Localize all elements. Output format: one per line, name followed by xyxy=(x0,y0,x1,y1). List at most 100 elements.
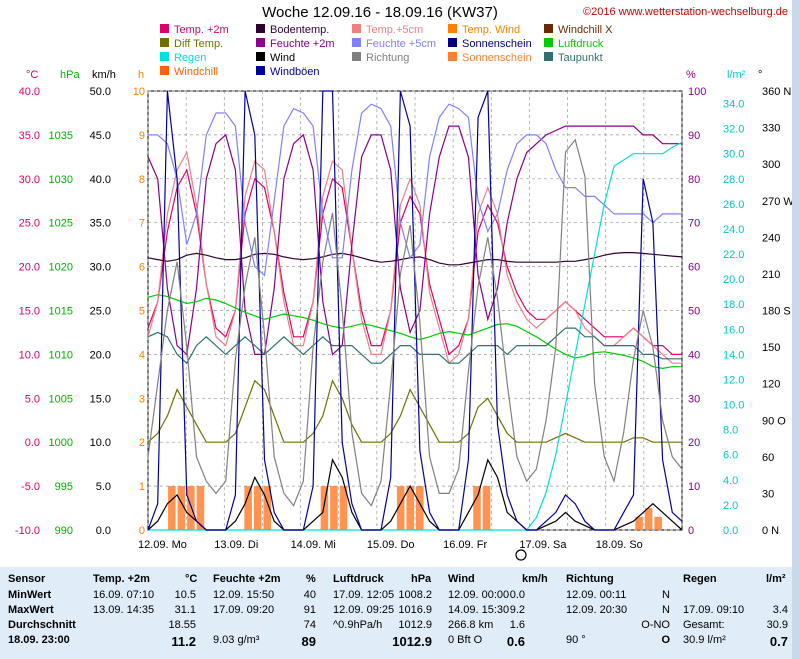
cell-temp_v: 18.55 xyxy=(168,619,196,631)
legend-swatch xyxy=(256,24,265,33)
header-pressure-unit: hPa xyxy=(411,573,432,585)
axis-tick-direction_deg: 240 xyxy=(762,232,780,244)
axis-tick-temp_c: 30.0 xyxy=(19,174,40,186)
axis-tick-direction_deg: 360 N xyxy=(762,86,791,98)
cell-wind_v: 0.6 xyxy=(506,634,525,649)
cell-hum_v: 40 xyxy=(303,589,316,601)
cell-wind: 266.8 km xyxy=(448,619,494,631)
cell-wind_v: 1.6 xyxy=(509,619,525,631)
legend-label: Diff Temp. xyxy=(174,38,223,50)
header-temp-unit: °C xyxy=(185,573,198,585)
axis-tick-rain_lm2: 30.0 xyxy=(723,149,744,161)
axis-tick-pressure_hpa: 1005 xyxy=(49,393,73,405)
axis-tick-wind_kmh: 15.0 xyxy=(90,393,111,405)
axis-tick-humidity_pct: 0 xyxy=(688,525,694,537)
axis-tick-direction_deg: 60 xyxy=(762,452,774,464)
header-temp: Temp. +2m xyxy=(93,573,150,585)
header-rain-unit: l/m² xyxy=(766,573,786,585)
cell-wind_v: 9.2 xyxy=(509,604,525,616)
sunshine-bar xyxy=(253,486,262,530)
axis-tick-wind_kmh: 10.0 xyxy=(90,437,111,449)
axis-tick-temp_c: 15.0 xyxy=(19,306,40,318)
legend-swatch xyxy=(256,38,265,47)
sunshine-bar xyxy=(473,486,481,530)
day-label: 18.09. So xyxy=(596,539,643,551)
legend-label: Temp.+5cm xyxy=(366,24,423,36)
axis-tick-direction_deg: 90 O xyxy=(762,415,786,427)
axis-tick-rain_lm2: 22.0 xyxy=(723,249,744,261)
axis-tick-temp_c: 0.0 xyxy=(25,437,40,449)
day-label: 12.09. Mo xyxy=(138,539,187,551)
day-label: 14.09. Mi xyxy=(291,539,336,551)
chart-title: Woche 12.09.16 - 18.09.16 (KW37) xyxy=(262,4,498,21)
series-line xyxy=(147,138,683,507)
cell-hum: 9.03 g/m³ xyxy=(213,634,260,646)
axis-tick-pressure_hpa: 1030 xyxy=(49,174,73,186)
header-rain: Regen xyxy=(683,573,717,585)
cell-wind_v: 0.0 xyxy=(509,589,525,601)
axis-tick-pressure_hpa: 990 xyxy=(55,525,73,537)
axis-tick-rain_lm2: 6.0 xyxy=(723,450,738,462)
legend-label: Wind xyxy=(270,52,295,64)
legend-label: Luftdruck xyxy=(558,38,604,50)
cell-dir_v: O xyxy=(661,634,670,646)
cell-dir_v: N xyxy=(662,604,670,616)
row-max: MaxWert 13.09. 14:35 31.1 17.09. 09:20 91 12.… xyxy=(0,604,792,619)
axis-tick-sun_h: 2 xyxy=(139,437,145,449)
axis-tick-humidity_pct: 90 xyxy=(688,130,700,142)
axis-unit-rain_lm2: l/m² xyxy=(727,69,746,81)
cell-temp_v: 31.1 xyxy=(174,604,196,616)
copyright: ©2016 www.wetterstation-wechselburg.de xyxy=(583,6,788,18)
axis-tick-wind_kmh: 5.0 xyxy=(96,481,111,493)
legend-label: Temp. +2m xyxy=(174,24,229,36)
cell-label: Durchschnitt xyxy=(8,619,76,631)
axis-tick-direction_deg: 0 N xyxy=(762,525,779,537)
cell-wind: 0 Bft O xyxy=(448,634,483,646)
legend-label: Sonnenschein xyxy=(462,38,532,50)
cell-press: ^0.9hPa/h xyxy=(333,619,383,631)
legend-label: Windchill X xyxy=(558,24,613,36)
axis-tick-humidity_pct: 100 xyxy=(688,86,706,98)
sunshine-bar xyxy=(187,486,195,530)
legend-swatch xyxy=(256,52,265,61)
legend-swatch xyxy=(160,24,169,33)
sunshine-bar xyxy=(330,486,338,530)
cell-wind: 12.09. 00:00 xyxy=(448,589,510,601)
axis-tick-wind_kmh: 25.0 xyxy=(90,306,111,318)
axis-tick-pressure_hpa: 1035 xyxy=(49,130,73,142)
cell-rain: Gesamt: xyxy=(683,619,725,631)
axis-tick-humidity_pct: 80 xyxy=(688,174,700,186)
row-avg: Durchschnitt 18.55 74 ^0.9hPa/h 1012.9 266.8 … xyxy=(0,619,792,634)
axis-tick-pressure_hpa: 1010 xyxy=(49,349,73,361)
header-wind-unit: km/h xyxy=(522,573,548,585)
sunshine-bar xyxy=(406,486,414,530)
axis-tick-pressure_hpa: 995 xyxy=(55,481,73,493)
axis-tick-rain_lm2: 32.0 xyxy=(723,124,744,136)
series-line xyxy=(147,252,683,266)
axis-tick-sun_h: 9 xyxy=(139,130,145,142)
axis-tick-humidity_pct: 30 xyxy=(688,393,700,405)
table-header-row: Sensor Temp. +2m °C Feuchte +2m % Luftdr… xyxy=(0,573,792,588)
axis-tick-wind_kmh: 30.0 xyxy=(90,262,111,274)
legend-label: Feuchte +2m xyxy=(270,38,335,50)
axis-tick-temp_c: 20.0 xyxy=(19,262,40,274)
cell-dir: 90 ° xyxy=(566,634,586,646)
sunshine-bar xyxy=(244,486,252,530)
axis-tick-wind_kmh: 0.0 xyxy=(96,525,111,537)
cell-rain_v: 3.4 xyxy=(772,604,788,616)
legend-swatch xyxy=(352,24,361,33)
axis-tick-rain_lm2: 8.0 xyxy=(723,425,738,437)
axis-tick-sun_h: 7 xyxy=(139,218,145,230)
series-line xyxy=(148,103,682,277)
axis-tick-rain_lm2: 20.0 xyxy=(723,274,744,286)
axis-tick-temp_c: 5.0 xyxy=(25,393,40,405)
axis-tick-humidity_pct: 20 xyxy=(688,437,700,449)
axis-tick-wind_kmh: 45.0 xyxy=(90,130,111,142)
cell-label: MaxWert xyxy=(8,604,54,616)
axis-tick-temp_c: 25.0 xyxy=(19,218,40,230)
axis-tick-humidity_pct: 60 xyxy=(688,262,700,274)
axis-tick-rain_lm2: 14.0 xyxy=(723,349,744,361)
cell-temp: 13.09. 14:35 xyxy=(93,604,155,616)
cell-label: 18.09. 23:00 xyxy=(8,634,70,646)
axis-tick-wind_kmh: 35.0 xyxy=(90,218,111,230)
